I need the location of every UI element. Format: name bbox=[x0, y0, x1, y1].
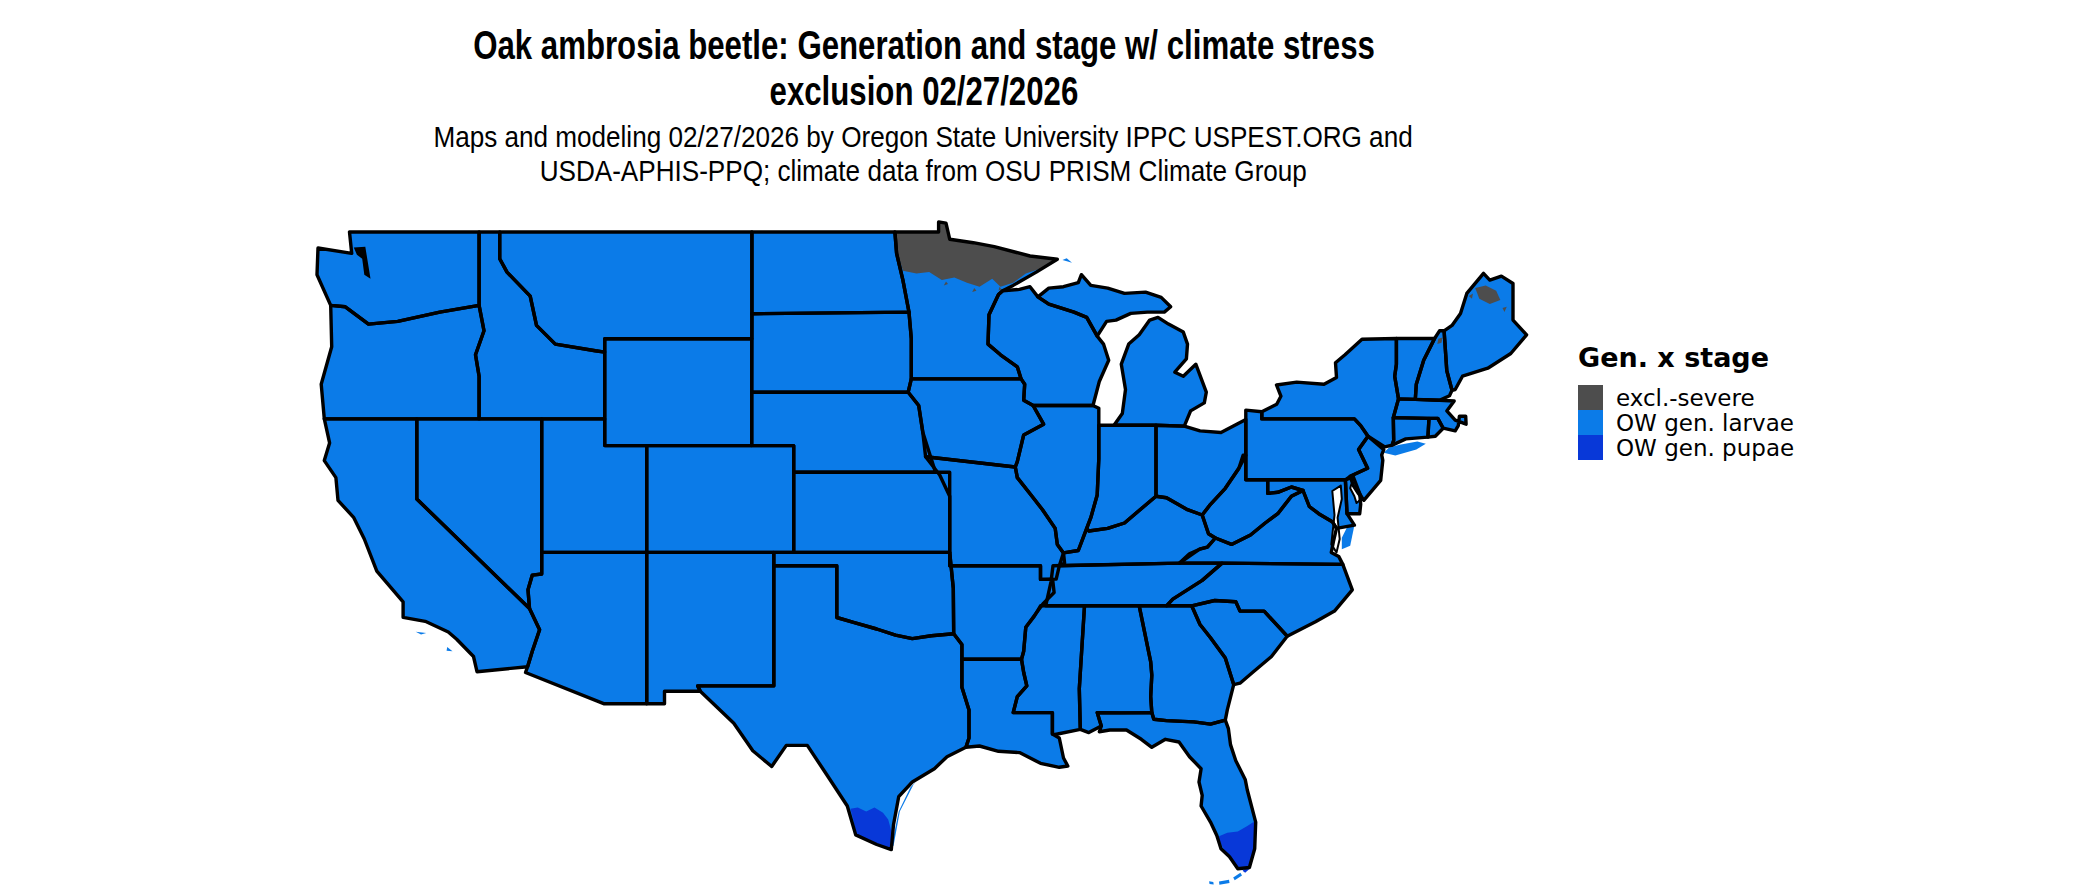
island-isle-royale bbox=[1063, 258, 1073, 263]
legend: Gen. x stage excl.-severe OW gen. larvae… bbox=[1578, 342, 1794, 460]
state-fill-sd bbox=[752, 312, 912, 392]
island-florida-key-4 bbox=[1209, 881, 1214, 884]
legend-item-ow-gen-pupae: OW gen. pupae bbox=[1578, 435, 1794, 460]
legend-swatch-ow-gen-pupae bbox=[1578, 435, 1603, 460]
island-channel-island-2 bbox=[447, 647, 453, 651]
legend-swatch-ow-gen-larvae bbox=[1578, 410, 1603, 435]
island-florida-key-3 bbox=[1219, 880, 1230, 885]
legend-swatch-excl-severe bbox=[1578, 385, 1603, 410]
state-fill-wy bbox=[605, 339, 752, 446]
legend-item-excl-severe: excl.-severe bbox=[1578, 385, 1794, 410]
state-fill-nm bbox=[647, 552, 774, 703]
legend-item-ow-gen-larvae: OW gen. larvae bbox=[1578, 410, 1794, 435]
state-fill-or bbox=[321, 305, 484, 419]
legend-items: excl.-severe OW gen. larvae OW gen. pupa… bbox=[1578, 385, 1794, 460]
state-fill-co bbox=[647, 446, 794, 553]
island-channel-island-1 bbox=[416, 632, 427, 635]
island-florida-key-2 bbox=[1233, 873, 1242, 881]
legend-title: Gen. x stage bbox=[1578, 342, 1794, 373]
state-fill-nd bbox=[752, 232, 909, 314]
state-fill-ks bbox=[794, 472, 950, 552]
